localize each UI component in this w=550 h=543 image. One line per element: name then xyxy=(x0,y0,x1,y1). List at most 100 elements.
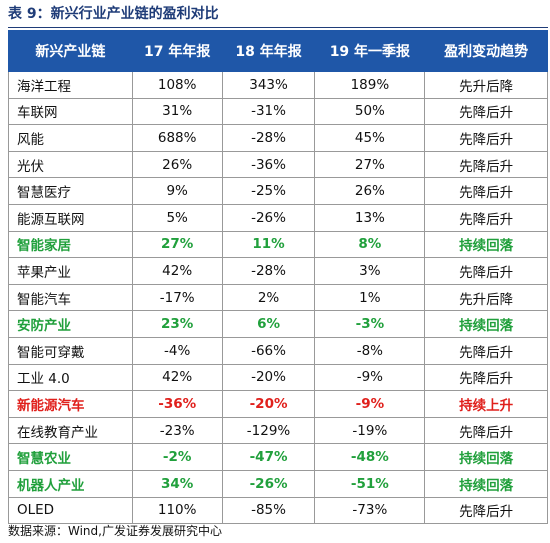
cell: 先升后降 xyxy=(424,283,548,312)
table-row: 光伏 26% -36% 27% 先降后升 xyxy=(8,150,548,179)
cell: 先降后升 xyxy=(424,336,548,365)
header-row: 新兴产业链 17 年年报 18 年年报 19 年一季报 盈利变动趋势 xyxy=(8,30,548,72)
cell: 3% xyxy=(314,257,426,285)
cell: 1% xyxy=(314,283,426,312)
table-row: OLED 110% -85% -73% 先降后升 xyxy=(8,496,548,525)
cell: 27% xyxy=(314,150,426,179)
header-cell: 18 年年报 xyxy=(221,30,316,72)
cell: 先降后升 xyxy=(424,177,548,205)
source-note: 数据来源：Wind,广发证券发展研究中心 xyxy=(8,524,222,538)
row-label: OLED xyxy=(8,496,133,525)
cell: 9% xyxy=(131,177,223,205)
cell: -28% xyxy=(221,124,316,152)
table-row: 在线教育产业 -23% -129% -19% 先降后升 xyxy=(8,416,548,445)
table-row: 智慧农业 -2% -47% -48% 持续回落 xyxy=(8,443,548,471)
row-label: 智慧农业 xyxy=(8,443,133,471)
header-cell: 新兴产业链 xyxy=(8,30,133,72)
cell: 27% xyxy=(131,230,223,259)
cell: 先降后升 xyxy=(424,496,548,525)
cell: 8% xyxy=(314,230,426,259)
cell: 持续回落 xyxy=(424,230,548,259)
row-label: 车联网 xyxy=(8,97,133,126)
cell: 先降后升 xyxy=(424,124,548,152)
cell: -66% xyxy=(221,336,316,365)
table-row: 智能可穿戴 -4% -66% -8% 先降后升 xyxy=(8,336,548,365)
cell: 6% xyxy=(221,310,316,338)
row-label: 工业 4.0 xyxy=(8,363,133,392)
row-label: 智能家居 xyxy=(8,230,133,259)
table-row: 机器人产业 34% -26% -51% 持续回落 xyxy=(8,469,548,498)
cell: 34% xyxy=(131,469,223,498)
cell: 持续上升 xyxy=(424,390,548,418)
row-label: 光伏 xyxy=(8,150,133,179)
cell: -9% xyxy=(314,363,426,392)
table-row: 智慧医疗 9% -25% 26% 先降后升 xyxy=(8,177,548,205)
cell: 13% xyxy=(314,203,426,232)
cell: 343% xyxy=(221,71,316,99)
row-label: 机器人产业 xyxy=(8,469,133,498)
row-label: 在线教育产业 xyxy=(8,416,133,445)
cell: 先降后升 xyxy=(424,257,548,285)
cell: 先降后升 xyxy=(424,150,548,179)
table-row: 车联网 31% -31% 50% 先降后升 xyxy=(8,97,548,126)
cell: -17% xyxy=(131,283,223,312)
cell: 先降后升 xyxy=(424,416,548,445)
table-row: 安防产业 23% 6% -3% 持续回落 xyxy=(8,310,548,338)
cell: -73% xyxy=(314,496,426,525)
cell: 5% xyxy=(131,203,223,232)
table-row: 新能源汽车 -36% -20% -9% 持续上升 xyxy=(8,390,548,418)
cell: 688% xyxy=(131,124,223,152)
cell: -8% xyxy=(314,336,426,365)
cell: -28% xyxy=(221,257,316,285)
cell: 持续回落 xyxy=(424,443,548,471)
cell: -51% xyxy=(314,469,426,498)
row-label: 能源互联网 xyxy=(8,203,133,232)
cell: 持续回落 xyxy=(424,469,548,498)
cell: 42% xyxy=(131,363,223,392)
table-row: 智能家居 27% 11% 8% 持续回落 xyxy=(8,230,548,259)
header-cell: 19 年一季报 xyxy=(314,30,426,72)
cell: -48% xyxy=(314,443,426,471)
row-label: 苹果产业 xyxy=(8,257,133,285)
cell: -3% xyxy=(314,310,426,338)
cell: 31% xyxy=(131,97,223,126)
cell: -20% xyxy=(221,363,316,392)
cell: 先降后升 xyxy=(424,97,548,126)
row-label: 风能 xyxy=(8,124,133,152)
cell: 108% xyxy=(131,71,223,99)
cell: -26% xyxy=(221,469,316,498)
cell: 26% xyxy=(314,177,426,205)
row-label: 海洋工程 xyxy=(8,71,133,99)
cell: 110% xyxy=(131,496,223,525)
cell: 189% xyxy=(314,71,426,99)
table-row: 工业 4.0 42% -20% -9% 先降后升 xyxy=(8,363,548,392)
table-row: 海洋工程 108% 343% 189% 先升后降 xyxy=(8,71,548,99)
table-row: 智能汽车 -17% 2% 1% 先升后降 xyxy=(8,283,548,312)
table-title: 表 9：新兴行业产业链的盈利对比 xyxy=(8,3,548,28)
cell: -31% xyxy=(221,97,316,126)
table-row: 风能 688% -28% 45% 先降后升 xyxy=(8,124,548,152)
row-label: 智慧医疗 xyxy=(8,177,133,205)
cell: -47% xyxy=(221,443,316,471)
cell: -36% xyxy=(221,150,316,179)
row-label: 新能源汽车 xyxy=(8,390,133,418)
cell: -4% xyxy=(131,336,223,365)
row-label: 智能汽车 xyxy=(8,283,133,312)
cell: -26% xyxy=(221,203,316,232)
cell: -25% xyxy=(221,177,316,205)
cell: 先降后升 xyxy=(424,203,548,232)
cell: -9% xyxy=(314,390,426,418)
cell: 持续回落 xyxy=(424,310,548,338)
cell: -20% xyxy=(221,390,316,418)
cell: 50% xyxy=(314,97,426,126)
cell: -129% xyxy=(221,416,316,445)
cell: 11% xyxy=(221,230,316,259)
cell: -85% xyxy=(221,496,316,525)
header-cell: 17 年年报 xyxy=(131,30,223,72)
table-row: 苹果产业 42% -28% 3% 先降后升 xyxy=(8,257,548,285)
row-label: 安防产业 xyxy=(8,310,133,338)
header-cell: 盈利变动趋势 xyxy=(424,30,548,72)
row-label: 智能可穿戴 xyxy=(8,336,133,365)
cell: 2% xyxy=(221,283,316,312)
